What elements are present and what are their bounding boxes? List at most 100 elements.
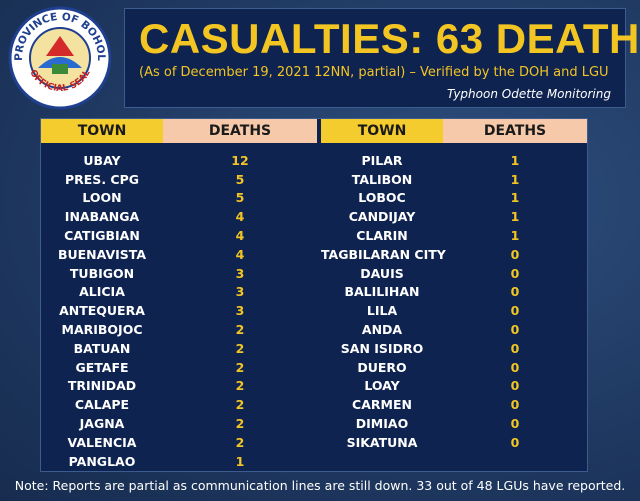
table-row: CANDIJAY 1	[321, 207, 587, 226]
town-name: ANDA	[361, 322, 403, 338]
town-name: DIMIAO	[355, 416, 409, 432]
death-count: 1	[510, 228, 520, 244]
death-count: 0	[510, 378, 520, 394]
death-count: 3	[235, 303, 245, 319]
town-name: ALICIA	[79, 284, 125, 300]
table-row: TAGBILARAN CITY 0	[321, 245, 587, 264]
town-name: PANGLAO	[68, 453, 136, 469]
death-count: 0	[510, 434, 520, 450]
town-name: GETAFE	[75, 359, 129, 375]
town-name: BUENAVISTA	[57, 246, 147, 262]
table-row: ALICIA 3	[41, 283, 317, 302]
town-name: TRINIDAD	[67, 378, 137, 394]
table-row: VALENCIA 2	[41, 433, 317, 452]
column-header-town: TOWN	[321, 119, 443, 143]
town-name: CLARIN	[356, 228, 408, 244]
table-left-column: TOWN DEATHS UBAY 12 PRES. CPG 5 LOON 5 INABANG…	[41, 119, 317, 471]
column-header-town: TOWN	[41, 119, 163, 143]
table-rows-right: PILAR 1 TALIBON 1 LOBOC 1 CANDIJAY 1 CLARIN 1 TAGB…	[321, 151, 587, 452]
death-count: 2	[235, 359, 245, 375]
death-count: 12	[231, 152, 249, 168]
table-row: MARIBOJOC 2	[41, 320, 317, 339]
town-name: TAGBILARAN CITY	[321, 246, 446, 262]
table-row: SAN ISIDRO 0	[321, 339, 587, 358]
death-count: 2	[235, 340, 245, 356]
town-name: CARMEN	[352, 397, 412, 413]
town-name: VALENCIA	[67, 434, 137, 450]
town-name: LOBOC	[358, 190, 406, 206]
town-name: JAGNA	[79, 416, 125, 432]
death-count: 4	[235, 209, 245, 225]
table-row: LILA 0	[321, 301, 587, 320]
death-count: 5	[235, 171, 245, 187]
table-row: ANDA 0	[321, 320, 587, 339]
town-name: INABANGA	[64, 209, 140, 225]
death-count: 0	[510, 322, 520, 338]
death-count: 0	[510, 359, 520, 375]
town-name: SAN ISIDRO	[340, 340, 424, 356]
table-row: ANTEQUERA 3	[41, 301, 317, 320]
death-count: 2	[235, 378, 245, 394]
table-header-row: TOWN DEATHS	[41, 119, 317, 143]
town-name: CANDIJAY	[348, 209, 416, 225]
town-name: ANTEQUERA	[59, 303, 145, 319]
table-row: CARMEN 0	[321, 395, 587, 414]
town-name: MARIBOJOC	[61, 322, 143, 338]
death-count: 4	[235, 246, 245, 262]
table-row: BUENAVISTA 4	[41, 245, 317, 264]
town-name: PILAR	[361, 152, 403, 168]
town-name: UBAY	[83, 152, 121, 168]
subtitle: (As of December 19, 2021 12NN, partial) …	[139, 65, 609, 80]
death-count: 1	[510, 190, 520, 206]
table-row: SIKATUNA 0	[321, 433, 587, 452]
death-count: 0	[510, 246, 520, 262]
page-title: CASUALTIES: 63 DEATHS	[139, 15, 640, 63]
table-rows-left: UBAY 12 PRES. CPG 5 LOON 5 INABANGA 4 CATIGBIAN 4…	[41, 151, 317, 471]
monitoring-label: Typhoon Odette Monitoring	[447, 87, 611, 101]
death-count: 0	[510, 340, 520, 356]
town-name: LILA	[366, 303, 398, 319]
town-name: TALIBON	[351, 171, 413, 187]
death-count: 3	[235, 265, 245, 281]
table-row: TALIBON 1	[321, 170, 587, 189]
table-row: DUERO 0	[321, 358, 587, 377]
province-seal-logo: PROVINCE OF BOHOL OFFICIAL SEAL	[8, 6, 112, 110]
title-count: 63 DEATHS	[435, 15, 640, 62]
table-row: BALILIHAN 0	[321, 283, 587, 302]
death-count: 3	[235, 284, 245, 300]
column-header-deaths: DEATHS	[163, 119, 317, 143]
table-row: GETAFE 2	[41, 358, 317, 377]
column-header-deaths: DEATHS	[443, 119, 587, 143]
death-count: 5	[235, 190, 245, 206]
death-count: 2	[235, 434, 245, 450]
death-count: 4	[235, 228, 245, 244]
town-name: DUERO	[357, 359, 407, 375]
death-count: 0	[510, 416, 520, 432]
table-row: CATIGBIAN 4	[41, 226, 317, 245]
table-row: LOON 5	[41, 189, 317, 208]
table-row: DIMIAO 0	[321, 414, 587, 433]
table-row: CLARIN 1	[321, 226, 587, 245]
table-header-row: TOWN DEATHS	[321, 119, 587, 143]
death-count: 0	[510, 303, 520, 319]
table-row: CALAPE 2	[41, 395, 317, 414]
death-count: 2	[235, 397, 245, 413]
death-count: 2	[235, 416, 245, 432]
town-name: DAUIS	[360, 265, 404, 281]
town-name: TUBIGON	[69, 265, 135, 281]
death-count: 1	[235, 453, 245, 469]
table-row: JAGNA 2	[41, 414, 317, 433]
town-name: LOAY	[364, 378, 400, 394]
table-right-column: TOWN DEATHS PILAR 1 TALIBON 1 LOBOC 1 CANDIJAY…	[321, 119, 587, 452]
footer-note: Note: Reports are partial as communicati…	[14, 478, 626, 493]
table-row: PANGLAO 1	[41, 452, 317, 471]
casualties-table: TOWN DEATHS UBAY 12 PRES. CPG 5 LOON 5 INABANG…	[40, 118, 588, 472]
table-row: TUBIGON 3	[41, 264, 317, 283]
death-count: 2	[235, 322, 245, 338]
town-name: LOON	[82, 190, 122, 206]
town-name: BATUAN	[73, 340, 131, 356]
death-count: 1	[510, 209, 520, 225]
table-row: TRINIDAD 2	[41, 377, 317, 396]
table-row: PRES. CPG 5	[41, 170, 317, 189]
table-row: INABANGA 4	[41, 207, 317, 226]
